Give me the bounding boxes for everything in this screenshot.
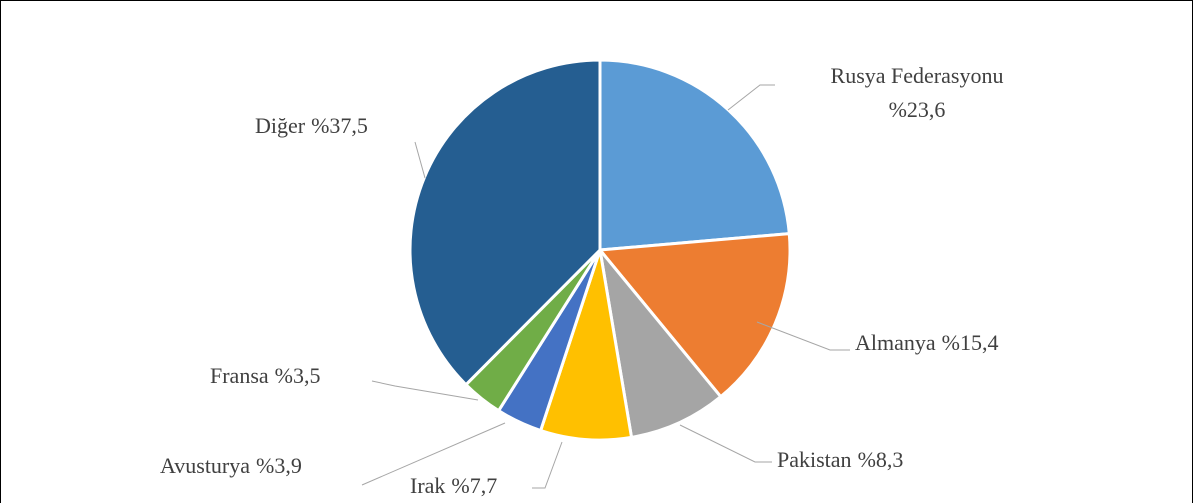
slice-label: Almanya %15,4 [855, 330, 998, 355]
leader-line [414, 141, 426, 179]
slice-category: Pakistan [777, 447, 852, 472]
leader-line [532, 441, 563, 489]
slice-label: Pakistan %8,3 [777, 447, 903, 472]
slice-value-label: %23,6 [889, 97, 946, 122]
slice-value-label: %3,9 [256, 453, 302, 478]
slice-category: Avusturya [160, 453, 250, 478]
slice-value-label: %8,3 [858, 447, 904, 472]
leader-line [756, 321, 850, 351]
slice-label: Irak %7,7 [410, 473, 497, 498]
leader-line [679, 424, 772, 463]
slice-category: Almanya [855, 330, 936, 355]
slice-value-label: %3,5 [275, 363, 321, 388]
slice-value-label: %37,5 [311, 113, 368, 138]
slice-value-label: %7,7 [451, 473, 497, 498]
slice-label: Fransa %3,5 [210, 363, 320, 388]
slice-label: Diğer %37,5 [255, 113, 368, 138]
pie-slice [538, 249, 634, 442]
slice-label: Rusya Federasyonu [831, 63, 1004, 88]
slice-category: Irak [410, 473, 445, 498]
leader-line [727, 84, 775, 111]
slice-value-label: %15,4 [942, 330, 999, 355]
pie-slice [597, 231, 792, 399]
slice-label: Avusturya %3,9 [160, 453, 302, 478]
leader-line [371, 380, 479, 401]
slice-category: Fransa [210, 363, 269, 388]
leader-line [361, 422, 506, 486]
pie-slice [597, 244, 723, 440]
slice-category: Diğer [255, 113, 306, 138]
